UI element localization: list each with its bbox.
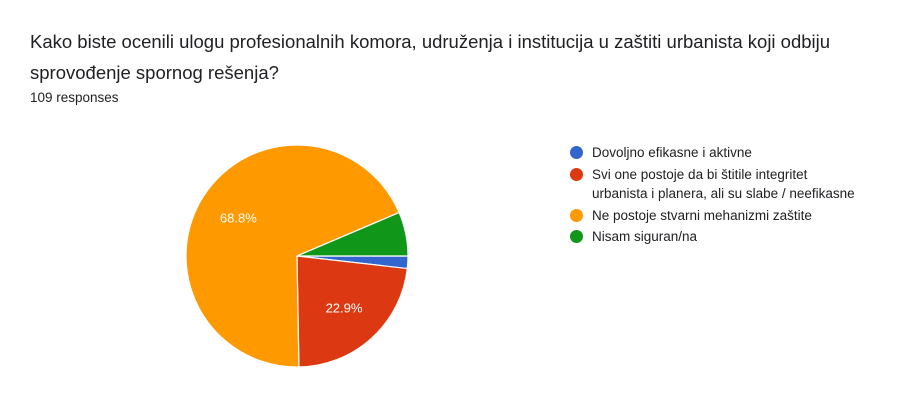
question-title: Kako biste ocenili ulogu profesionalnih … — [30, 31, 831, 83]
response-count: 109 responses — [30, 90, 119, 105]
legend-marker-3 — [570, 208, 583, 222]
legend-item-1: Dovoljno efikasne i aktivne — [570, 143, 860, 163]
legend-item-4: Nisam siguran/na — [570, 227, 860, 247]
pie-slice-label-3: 68.8% — [220, 210, 257, 225]
legend-label-3: Ne postoje stvarni mehanizmi zaštite — [592, 207, 812, 223]
legend-item-3: Ne postoje stvarni mehanizmi zaštite — [570, 206, 860, 226]
legend-marker-2 — [570, 167, 583, 181]
pie-slice-3 — [185, 144, 400, 368]
pie-slice-label-2: 22.9% — [326, 300, 363, 315]
legend-label-1: Dovoljno efikasne i aktivne — [592, 145, 752, 160]
legend-item-2: Svi one postoje da bi štitile integritet… — [570, 165, 860, 204]
legend-marker-4 — [570, 230, 583, 243]
pie-slice-2 — [296, 255, 408, 368]
legend-marker-1 — [570, 146, 583, 159]
legend-label-4: Nisam siguran/na — [592, 229, 698, 244]
legend-label-2: Svi one postoje da bi štitile integritet… — [592, 166, 855, 202]
legend: Dovoljno efikasne i aktivne Svi one posto… — [570, 143, 860, 249]
pie-slice-4 — [296, 211, 409, 257]
